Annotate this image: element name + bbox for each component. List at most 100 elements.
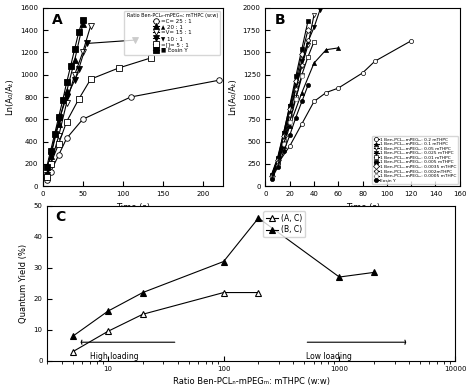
1 Ben-PCLₙ-mPEGₘ: 0.05 mTHPC: (20, 850): 0.05 mTHPC: (20, 850) [287, 108, 292, 113]
1 Ben-PCLₙ-mPEGₘ: 0.0035 mTHPC: (20, 870): 0.0035 mTHPC: (20, 870) [287, 106, 292, 111]
=[]= 5 : 1: (20, 380): 1: (20, 380) [56, 142, 62, 146]
1 Ben-PCLₙ-mPEGₘ: 0.0005 mTHPC: (20, 720): 0.0005 mTHPC: (20, 720) [287, 120, 292, 124]
▲ 20 : 1: (5, 100): 1: (5, 100) [44, 173, 49, 177]
(A, C) [140, 312, 146, 317]
(B, C) [105, 309, 111, 314]
Line: ▼ 10 : 1: ▼ 10 : 1 [44, 37, 137, 178]
(A, C) [221, 290, 227, 295]
1 Ben-PCLₙ-mPEGₘ: 0.0035 mTHPC: (15, 560): 0.0035 mTHPC: (15, 560) [281, 134, 286, 139]
=V= 15 : 1: (40, 1e+03): 1: (40, 1e+03) [72, 72, 78, 77]
▼ 10 : 1: (115, 1.31e+03): 1: (115, 1.31e+03) [132, 38, 137, 42]
▼ 10 : 1: (40, 950): 1: (40, 950) [72, 78, 78, 83]
=C= 25 : 1: (220, 950): 1: (220, 950) [216, 78, 222, 83]
Eosin Y [293, 115, 299, 120]
1 Ben-PCLₙ-mPEGₘ: 0.0005 mTHPC: (15, 470): 0.0005 mTHPC: (15, 470) [281, 142, 286, 147]
■ Eosin Y [56, 115, 62, 120]
1 Ben-PCLₙ-mPEGₘ: 0.005 mTHPC: (10, 300): 0.005 mTHPC: (10, 300) [275, 157, 281, 162]
(A, C) [105, 329, 111, 334]
1 Ben-PCLₙ-mPEGₘ: 0.2 mTHPC: (40, 950): 0.2 mTHPC: (40, 950) [311, 99, 317, 104]
(B, C) [371, 270, 377, 275]
1 Ben-PCLₙ-mPEGₘ: 0.005 mTHPC: (15, 600): 0.005 mTHPC: (15, 600) [281, 130, 286, 135]
Line: 1 Ben-PCLₙ-mPEGₘ: 0.01 mTHPC: 1 Ben-PCLₙ-mPEGₘ: 0.01 mTHPC [269, 40, 316, 178]
=C= 25 : 1: (20, 280): 1: (20, 280) [56, 152, 62, 158]
1 Ben-PCLₙ-mPEGₘ: 0.2 mTHPC: (90, 1.4e+03): 0.2 mTHPC: (90, 1.4e+03) [372, 59, 378, 64]
=[]= 5 : 1: (30, 580): 1: (30, 580) [64, 119, 70, 124]
X-axis label: Ratio Ben-PCLₙ-mPEGₘ: mTHPC (w:w): Ratio Ben-PCLₙ-mPEGₘ: mTHPC (w:w) [173, 377, 330, 386]
Y-axis label: Quantum Yield (%): Quantum Yield (%) [19, 244, 28, 323]
(A, C) [70, 349, 76, 354]
(B, C) [140, 290, 146, 295]
▲ 20 : 1: (50, 1.45e+03): 1: (50, 1.45e+03) [80, 22, 85, 27]
Line: 1 Ben-PCLₙ-mPEGₘ: 0.05 mTHPC: 1 Ben-PCLₙ-mPEGₘ: 0.05 mTHPC [269, 13, 316, 178]
1 Ben-PCLₙ-mPEGₘ: 0.01 mTHPC: (35, 1.45e+03): 0.01 mTHPC: (35, 1.45e+03) [305, 54, 311, 59]
Line: 1 Ben-PCLₙ-mPEGₘ: 0.025 mTHPC: 1 Ben-PCLₙ-mPEGₘ: 0.025 mTHPC [269, 7, 322, 177]
(A, C) [255, 290, 261, 295]
=V= 15 : 1: (10, 200): 1: (10, 200) [48, 161, 54, 166]
1 Ben-PCLₙ-mPEGₘ: 0.005 mTHPC: (35, 1.85e+03): 0.005 mTHPC: (35, 1.85e+03) [305, 19, 311, 23]
▲ 20 : 1: (40, 1.13e+03): 1: (40, 1.13e+03) [72, 58, 78, 62]
Line: =[]= 5 : 1: =[]= 5 : 1 [44, 55, 154, 180]
1 Ben-PCLₙ-mPEGₘ: 0.1 mTHPC: (15, 450): 0.1 mTHPC: (15, 450) [281, 144, 286, 148]
■ Eosin Y [60, 98, 65, 103]
Text: Low loading: Low loading [307, 352, 352, 360]
1 Ben-PCLₙ-mPEGₘ: 0.2 mTHPC: (50, 1.05e+03): 0.2 mTHPC: (50, 1.05e+03) [323, 90, 329, 95]
■ Eosin Y [76, 30, 82, 35]
1 Ben-PCLₙ-mPEGₘ: 0.05 mTHPC: (5, 120): 0.05 mTHPC: (5, 120) [269, 173, 274, 178]
▲ 20 : 1: (30, 850): 1: (30, 850) [64, 89, 70, 94]
1 Ben-PCLₙ-mPEGₘ: 0.0005 mTHPC: (10, 230): 0.0005 mTHPC: (10, 230) [275, 163, 281, 168]
Eosin Y [269, 177, 274, 182]
Line: 1 Ben-PCLₙ-mPEGₘ: 0.005 mTHPC: 1 Ben-PCLₙ-mPEGₘ: 0.005 mTHPC [269, 19, 310, 178]
1 Ben-PCLₙ-mPEGₘ: 0.025 mTHPC: (30, 1.4e+03): 0.025 mTHPC: (30, 1.4e+03) [299, 59, 305, 64]
(B, C) [255, 216, 261, 220]
▼ 10 : 1: (5, 100): 1: (5, 100) [44, 173, 49, 177]
1 Ben-PCLₙ-mPEGₘ: 0.01 mTHPC: (20, 760): 0.01 mTHPC: (20, 760) [287, 116, 292, 121]
■ Eosin Y [68, 63, 73, 68]
1 Ben-PCLₙ-mPEGₘ: 0.0005 mTHPC: (25, 980): 0.0005 mTHPC: (25, 980) [293, 97, 299, 101]
Line: ■ Eosin Y: ■ Eosin Y [44, 17, 85, 170]
1 Ben-PCLₙ-mPEGₘ: 0.002mTHPC: (10, 270): 0.002mTHPC: (10, 270) [275, 160, 281, 165]
Line: 1 Ben-PCLₙ-mPEGₘ: 0.0005 mTHPC: 1 Ben-PCLₙ-mPEGₘ: 0.0005 mTHPC [269, 74, 304, 180]
▲ 20 : 1: (20, 560): 1: (20, 560) [56, 121, 62, 126]
=V= 15 : 1: (30, 750): 1: (30, 750) [64, 100, 70, 105]
1 Ben-PCLₙ-mPEGₘ: 0.1 mTHPC: (50, 1.53e+03): 0.1 mTHPC: (50, 1.53e+03) [323, 47, 329, 52]
Line: 1 Ben-PCLₙ-mPEGₘ: 0.0035 mTHPC: 1 Ben-PCLₙ-mPEGₘ: 0.0035 mTHPC [269, 28, 310, 178]
=C= 25 : 1: (5, 60): 1: (5, 60) [44, 177, 49, 182]
1 Ben-PCLₙ-mPEGₘ: 0.002mTHPC: (15, 520): 0.002mTHPC: (15, 520) [281, 137, 286, 142]
=C= 25 : 1: (50, 600): 1: (50, 600) [80, 117, 85, 122]
1 Ben-PCLₙ-mPEGₘ: 0.0035 mTHPC: (25, 1.18e+03): 0.0035 mTHPC: (25, 1.18e+03) [293, 79, 299, 83]
1 Ben-PCLₙ-mPEGₘ: 0.005 mTHPC: (25, 1.23e+03): 0.005 mTHPC: (25, 1.23e+03) [293, 74, 299, 79]
Line: 1 Ben-PCLₙ-mPEGₘ: 0.2 mTHPC: 1 Ben-PCLₙ-mPEGₘ: 0.2 mTHPC [269, 39, 413, 179]
Line: (B, C): (B, C) [70, 215, 378, 340]
1 Ben-PCLₙ-mPEGₘ: 0.0035 mTHPC: (5, 110): 0.0035 mTHPC: (5, 110) [269, 174, 274, 179]
=C= 25 : 1: (10, 130): 1: (10, 130) [48, 170, 54, 174]
1 Ben-PCLₙ-mPEGₘ: 0.01 mTHPC: (30, 1.25e+03): 0.01 mTHPC: (30, 1.25e+03) [299, 72, 305, 77]
Y-axis label: Ln(A₀/Aₜ): Ln(A₀/Aₜ) [228, 79, 237, 115]
Y-axis label: Ln(A₀/Aₜ): Ln(A₀/Aₜ) [5, 79, 14, 115]
=[]= 5 : 1: (5, 80): 1: (5, 80) [44, 175, 49, 180]
=[]= 5 : 1: (60, 960): 1: (60, 960) [88, 77, 93, 81]
Eosin Y [305, 83, 311, 88]
=[]= 5 : 1: (45, 780): 1: (45, 780) [76, 97, 82, 102]
1 Ben-PCLₙ-mPEGₘ: 0.01 mTHPC: (5, 110): 0.01 mTHPC: (5, 110) [269, 174, 274, 179]
(B, C) [337, 275, 342, 279]
Line: (A, C): (A, C) [70, 289, 262, 355]
▼ 10 : 1: (30, 800): 1: (30, 800) [64, 95, 70, 99]
■ Eosin Y [64, 80, 70, 85]
1 Ben-PCLₙ-mPEGₘ: 0.01 mTHPC: (10, 270): 0.01 mTHPC: (10, 270) [275, 160, 281, 165]
Legend: 1 Ben-PCLₙ-mPEGₘ: 0.2 mTHPC, 1 Ben-PCLₙ-mPEGₘ: 0.1 mTHPC, 1 Ben-PCLₙ-mPEGₘ: 0.05: 1 Ben-PCLₙ-mPEGₘ: 0.2 mTHPC, 1 Ben-PCLₙ-… [372, 136, 457, 184]
Line: Eosin Y: Eosin Y [269, 83, 310, 181]
1 Ben-PCLₙ-mPEGₘ: 0.1 mTHPC: (5, 100): 0.1 mTHPC: (5, 100) [269, 175, 274, 180]
=C= 25 : 1: (30, 430): 1: (30, 430) [64, 136, 70, 140]
■ Eosin Y [48, 148, 54, 153]
■ Eosin Y [72, 47, 78, 51]
1 Ben-PCLₙ-mPEGₘ: 0.2 mTHPC: (30, 700): 0.2 mTHPC: (30, 700) [299, 121, 305, 126]
1 Ben-PCLₙ-mPEGₘ: 0.0035 mTHPC: (35, 1.75e+03): 0.0035 mTHPC: (35, 1.75e+03) [305, 28, 311, 33]
■ Eosin Y [44, 165, 49, 170]
1 Ben-PCLₙ-mPEGₘ: 0.005 mTHPC: (30, 1.54e+03): 0.005 mTHPC: (30, 1.54e+03) [299, 47, 305, 51]
▲ 20 : 1: (10, 270): 1: (10, 270) [48, 154, 54, 158]
■ Eosin Y [52, 132, 57, 136]
1 Ben-PCLₙ-mPEGₘ: 0.025 mTHPC: (20, 900): 0.025 mTHPC: (20, 900) [287, 104, 292, 108]
1 Ben-PCLₙ-mPEGₘ: 0.1 mTHPC: (40, 1.38e+03): 0.1 mTHPC: (40, 1.38e+03) [311, 61, 317, 66]
1 Ben-PCLₙ-mPEGₘ: 0.002mTHPC: (30, 1.36e+03): 0.002mTHPC: (30, 1.36e+03) [299, 62, 305, 67]
1 Ben-PCLₙ-mPEGₘ: 0.1 mTHPC: (20, 680): 0.1 mTHPC: (20, 680) [287, 123, 292, 128]
